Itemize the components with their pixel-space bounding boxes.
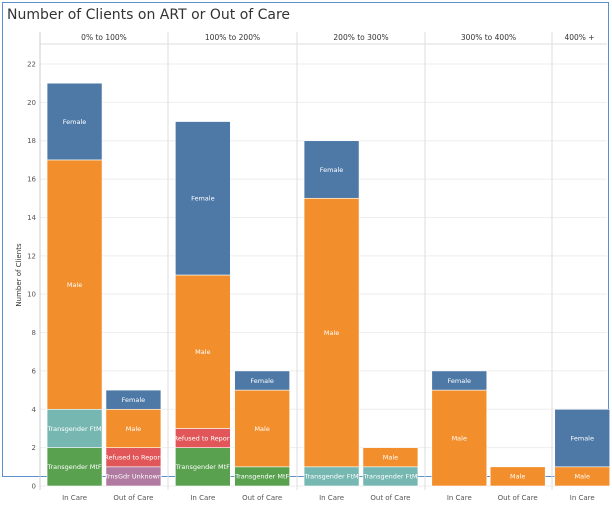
x-tick-label: In Care — [62, 494, 87, 502]
bar-segment — [234, 389, 290, 468]
segment-label: Female — [448, 377, 472, 385]
y-tick-label: 8 — [32, 329, 36, 337]
y-tick-label: 4 — [32, 406, 37, 414]
segment-label: Male — [383, 454, 398, 462]
y-tick-label: 14 — [27, 214, 36, 222]
y-tick-label: 0 — [32, 483, 36, 491]
y-tick-label: 2 — [32, 444, 36, 452]
panel-header-label: 400% + — [564, 33, 594, 42]
panel-header-label: 300% to 400% — [461, 33, 516, 42]
bar-segment — [46, 408, 103, 448]
x-tick-label: Out of Care — [370, 494, 410, 502]
y-axis-label: Number of Clients — [15, 243, 23, 307]
bar-segment — [175, 274, 231, 429]
panel-header-label: 0% to 100% — [81, 33, 127, 42]
segment-label: Female — [63, 118, 87, 126]
x-tick-label: In Care — [570, 494, 595, 502]
segment-label: Female — [250, 377, 274, 385]
segment-label: Male — [575, 473, 590, 481]
bar-segment — [175, 447, 231, 487]
panel-header-label: 200% to 300% — [333, 33, 388, 42]
bar-segment — [46, 447, 103, 487]
bar-segment — [489, 466, 546, 487]
segment-label: Transgender FtM — [303, 473, 358, 481]
segment-label: TrnsGdr Unknown — [104, 473, 162, 481]
x-tick-label: Out of Care — [113, 494, 153, 502]
x-tick-label: In Care — [190, 494, 215, 502]
segment-label: Male — [126, 425, 141, 433]
segment-label: Transgender FtM — [46, 425, 101, 433]
bar-segment — [303, 197, 360, 468]
segment-label: Transgender MtF — [234, 473, 289, 481]
y-tick-label: 16 — [27, 176, 36, 184]
segment-label: Male — [324, 329, 339, 337]
x-tick-label: In Care — [447, 494, 472, 502]
y-tick-label: 12 — [27, 252, 36, 260]
bar-segment — [303, 140, 360, 199]
bar-segment — [46, 82, 103, 161]
bar-segment — [431, 389, 488, 487]
segment-label: Male — [195, 348, 210, 356]
segment-label: Refused to Report — [174, 434, 233, 442]
segment-label: Transgender MtF — [175, 463, 230, 471]
segment-label: Male — [452, 434, 467, 442]
y-tick-label: 6 — [32, 367, 37, 375]
segment-label: Male — [67, 281, 82, 289]
bar-segment — [554, 408, 611, 468]
x-tick-label: In Care — [319, 494, 344, 502]
segment-label: Male — [510, 473, 525, 481]
segment-label: Female — [122, 396, 146, 404]
segment-label: Male — [254, 425, 269, 433]
y-tick-label: 10 — [27, 291, 36, 299]
bar-segment — [105, 389, 162, 410]
segment-label: Female — [320, 166, 344, 174]
bar-segment — [234, 370, 290, 391]
x-tick-label: Out of Care — [242, 494, 282, 502]
bar-segment — [175, 121, 231, 276]
x-tick-label: Out of Care — [498, 494, 538, 502]
segment-label: Female — [570, 434, 594, 442]
bar-segment — [46, 159, 103, 410]
segment-label: Transgender FtM — [362, 473, 417, 481]
y-tick-label: 22 — [27, 61, 36, 69]
bar-segment — [362, 447, 419, 468]
segment-label: Female — [191, 195, 215, 203]
segment-label: Refused to Report — [104, 454, 163, 462]
bar-segment — [431, 370, 488, 391]
bar-segment — [105, 408, 162, 448]
panel-header-label: 100% to 200% — [205, 33, 260, 42]
y-tick-label: 18 — [27, 137, 36, 145]
segment-label: Transgender MtF — [46, 463, 101, 471]
y-tick-label: 20 — [27, 99, 36, 107]
chart-title: Number of Clients on ART or Out of Care — [7, 7, 291, 23]
